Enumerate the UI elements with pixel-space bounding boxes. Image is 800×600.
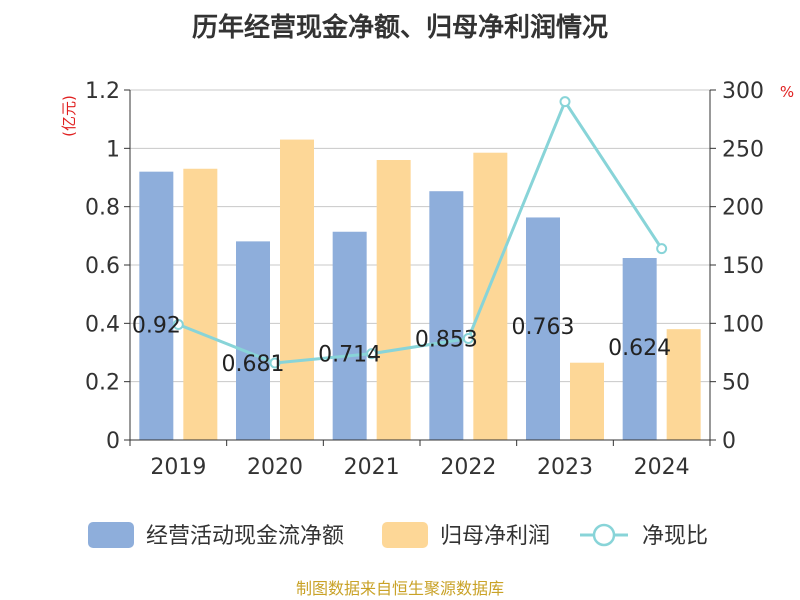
ratio-point	[269, 357, 281, 369]
right-tick-label: 0	[722, 429, 736, 454]
ratio-point	[656, 243, 668, 255]
net-profit-bar	[666, 329, 701, 440]
data-label: 0.853	[415, 328, 478, 353]
legend-item-1[interactable]: 归母净利润	[382, 522, 550, 549]
left-tick-label: 0.8	[85, 196, 120, 221]
ratio-point	[559, 96, 571, 108]
legend-swatch	[382, 522, 428, 548]
axes: 0 0.2 0.4 0.6 0.8 1 1.2 0 50 100 150 200 250 300 2019 2…	[85, 79, 764, 480]
source-note: 制图数据来自恒生聚源数据库	[296, 579, 504, 598]
ratio-line	[172, 96, 668, 369]
right-tick-label: 150	[722, 254, 764, 279]
legend-label: 经营活动现金流净额	[146, 524, 344, 549]
right-tick-label: 200	[722, 196, 764, 221]
data-label: 0.714	[318, 343, 381, 368]
cashflow-bar	[622, 258, 657, 440]
ratio-polyline	[177, 98, 663, 365]
x-tick-label: 2021	[344, 455, 400, 480]
left-tick-label: 0	[106, 429, 120, 454]
legend[interactable]: 经营活动现金流净额 归母净利润 净现比	[88, 522, 708, 549]
ratio-point	[172, 319, 184, 330]
left-tick-label: 0.4	[85, 312, 120, 337]
right-tick-label: 250	[722, 137, 764, 162]
left-tick-label: 0.6	[85, 254, 120, 279]
ratio-point	[462, 333, 474, 344]
left-tick-label: 1	[106, 137, 120, 162]
data-labels: 0.92 0.681 0.714 0.853 0.763 0.624	[132, 314, 671, 378]
right-tick-label: 50	[722, 371, 750, 396]
data-label: 0.763	[512, 315, 575, 340]
net-profit-bar	[183, 168, 218, 440]
right-axis-unit: %	[780, 83, 794, 101]
net-profit-bar	[570, 362, 604, 440]
bars	[139, 139, 701, 441]
cashflow-bar	[429, 191, 464, 440]
x-tick-label: 2020	[247, 455, 303, 480]
net-profit-bar	[473, 152, 508, 441]
legend-item-2[interactable]: 净现比	[580, 523, 708, 549]
legend-marker	[592, 523, 616, 547]
x-tick-label: 2019	[150, 455, 206, 480]
net-profit-bar	[376, 160, 411, 440]
x-tick-label: 2023	[537, 455, 593, 480]
chart-title: 历年经营现金净额、归母净利润情况	[192, 12, 608, 43]
left-axis-unit: (亿元)	[60, 95, 78, 137]
x-tick-label: 2022	[440, 455, 496, 480]
legend-item-0[interactable]: 经营活动现金流净额	[88, 522, 344, 549]
legend-label: 归母净利润	[440, 524, 550, 549]
legend-swatch	[88, 522, 134, 548]
left-tick-label: 1.2	[85, 79, 120, 104]
ratio-point	[366, 348, 378, 360]
right-tick-label: 100	[722, 312, 764, 337]
data-label: 0.624	[608, 336, 671, 361]
left-tick-label: 0.2	[85, 371, 120, 396]
cashflow-bar	[526, 217, 560, 440]
cashflow-bar	[332, 231, 367, 440]
net-profit-bar	[280, 139, 314, 441]
cashflow-bar	[236, 241, 270, 440]
x-tick-label: 2024	[634, 455, 690, 480]
legend-label: 净现比	[642, 524, 708, 549]
data-label: 0.92	[132, 314, 181, 339]
right-tick-label: 300	[722, 79, 764, 104]
grid-lines	[130, 89, 710, 383]
data-label: 0.681	[222, 352, 285, 377]
cashflow-bar	[139, 171, 174, 440]
